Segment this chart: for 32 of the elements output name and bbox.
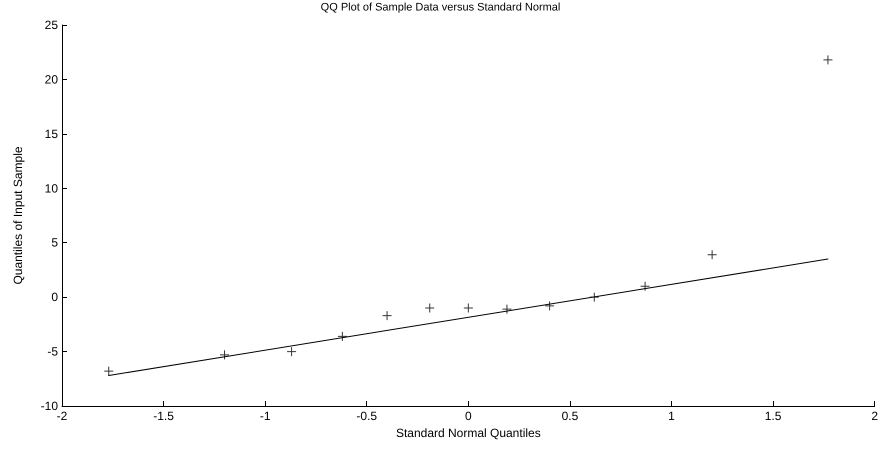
y-tick-label: 0 bbox=[51, 290, 58, 304]
x-tick-label: -1.5 bbox=[153, 409, 174, 423]
point bbox=[544, 300, 555, 311]
chart-title: QQ Plot of Sample Data versus Standard Normal bbox=[320, 2, 560, 14]
y-tick-label: 10 bbox=[44, 181, 58, 196]
x-tick-label: 1.5 bbox=[764, 409, 782, 423]
y-tick-label: -5 bbox=[47, 344, 58, 359]
x-tick-label: -0.5 bbox=[356, 409, 378, 423]
point bbox=[640, 281, 650, 292]
x-tick-label: 0 bbox=[464, 409, 472, 423]
y-tick-label: -10 bbox=[40, 399, 58, 413]
x-tick-label: 2 bbox=[871, 409, 878, 423]
y-axis-title: Quantiles of Input Sample bbox=[11, 146, 25, 285]
point bbox=[337, 331, 348, 342]
point bbox=[424, 303, 435, 314]
y-tick-label: 25 bbox=[44, 18, 58, 32]
point bbox=[382, 310, 392, 321]
y-tick-label: 5 bbox=[51, 236, 58, 250]
x-axis-title: Standard Normal Quantiles bbox=[396, 426, 541, 440]
x-tick-label: 0.5 bbox=[562, 409, 579, 423]
point bbox=[707, 250, 718, 260]
point bbox=[463, 303, 474, 314]
y-tick-label: 15 bbox=[44, 126, 58, 141]
point bbox=[589, 292, 600, 302]
y-tick-label: 20 bbox=[44, 72, 58, 86]
point bbox=[286, 346, 297, 357]
point bbox=[502, 304, 512, 314]
point bbox=[220, 350, 230, 360]
point bbox=[822, 54, 833, 65]
x-tick-label: 1 bbox=[668, 409, 676, 423]
x-tick-label: -2 bbox=[56, 409, 68, 423]
x-tick-label: -1 bbox=[260, 409, 271, 423]
